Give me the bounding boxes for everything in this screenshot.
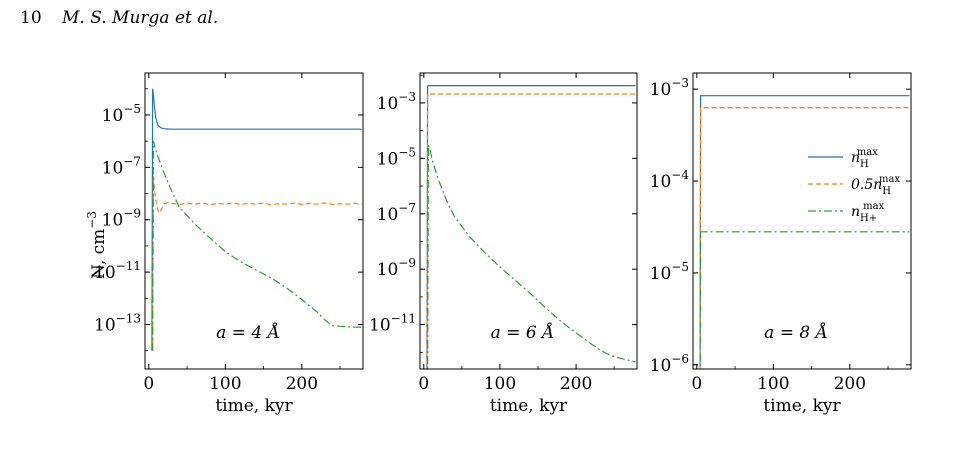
x-tick-label: 200 (834, 374, 866, 394)
series-line (699, 106, 910, 369)
running-head: M. S. Murga et al. (62, 8, 219, 28)
y-tick-label: 10−4 (650, 168, 690, 192)
y-tick-label: 10−3 (650, 76, 689, 100)
x-tick-label: 0 (143, 374, 154, 394)
series-line (152, 175, 362, 351)
x-axis-label: time, kyr (490, 396, 568, 416)
x-axis-label: time, kyr (215, 396, 293, 416)
y-tick-label: 10−3 (377, 90, 416, 114)
series-line (427, 144, 636, 369)
axes-frame (419, 72, 638, 370)
size-annotation: a = 6 Å (491, 322, 555, 343)
panel-2: 0 100 200 10−3 10−5 10−7 10−9 10−11 time, kyr a =… (369, 72, 638, 416)
svg-text:N, cm−3: N, cm−3 (85, 211, 109, 279)
y-tick-label: 10−7 (102, 154, 141, 178)
y-tick-label: 10−5 (102, 102, 141, 126)
legend-label: 0.5nHmax (851, 174, 900, 197)
size-annotation: a = 8 Å (764, 322, 828, 343)
y-tick-label: 10−6 (650, 352, 689, 376)
panel-1: 0 100 200 10−5 10−7 10−9 10−11 10−13 time, kyr a … (94, 72, 364, 416)
y-tick-label: 10−7 (377, 201, 416, 225)
y-axis-label-main: N, cm (89, 229, 109, 279)
axes-frame (144, 72, 364, 370)
legend-label: nHmax (851, 147, 878, 170)
page-header: 10 M. S. Murga et al. (0, 0, 965, 40)
size-annotation: a = 4 Å (216, 322, 280, 343)
legend-label: nH+max (851, 201, 885, 224)
x-tick-label: 100 (757, 374, 789, 394)
y-tick-label: 10−5 (377, 145, 416, 169)
page-number: 10 (20, 8, 42, 28)
y-tick-label: 10−9 (102, 207, 141, 231)
x-tick-label: 100 (484, 374, 516, 394)
series-line (699, 231, 910, 369)
y-tick-label: 10−13 (94, 312, 141, 336)
x-tick-label: 0 (418, 374, 429, 394)
x-tick-label: 200 (560, 374, 592, 394)
y-tick-label: 10−5 (650, 260, 689, 284)
y-axis-label: N, cm−3 (85, 211, 109, 279)
panel-3: 0 100 200 10−3 10−4 10−5 10−6 time, kyr a = 8 Å n… (650, 72, 912, 416)
x-axis-label: time, kyr (763, 396, 841, 416)
x-tick-label: 200 (286, 374, 318, 394)
y-tick-label: 10−9 (377, 256, 416, 280)
x-tick-label: 100 (209, 374, 241, 394)
series-line (151, 88, 362, 351)
y-tick-label: 10−11 (94, 259, 141, 283)
y-tick-label: 10−11 (369, 312, 416, 336)
legend: nHmax 0.5nHmax nH+max (808, 147, 900, 224)
x-tick-label: 0 (691, 374, 702, 394)
y-axis-label-exponent: −3 (85, 211, 99, 229)
series-line (426, 93, 636, 369)
series-line (152, 141, 362, 351)
axes-frame (692, 72, 912, 370)
